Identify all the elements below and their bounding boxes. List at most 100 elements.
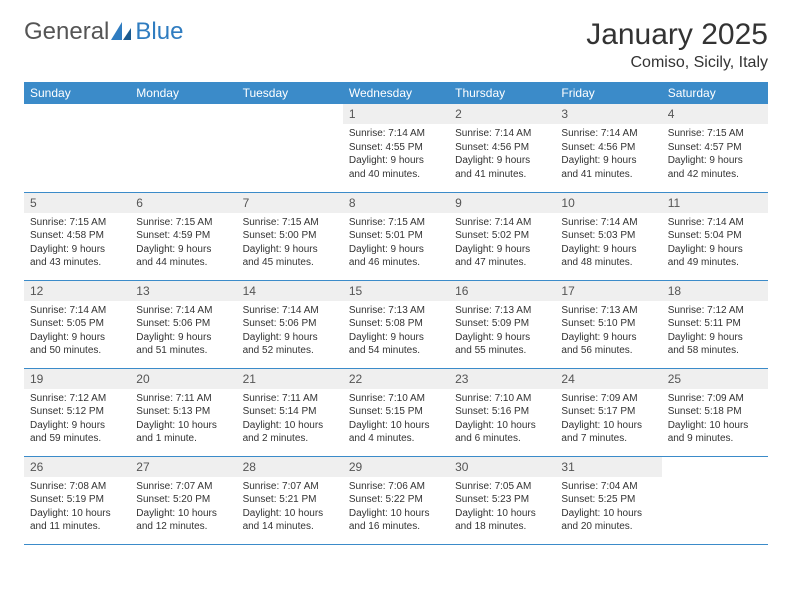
day-number: 2 (449, 104, 555, 124)
calendar-cell: 26Sunrise: 7:08 AMSunset: 5:19 PMDayligh… (24, 456, 130, 544)
logo-text-1: General (24, 18, 109, 46)
calendar-cell (237, 104, 343, 192)
calendar-cell: 3Sunrise: 7:14 AMSunset: 4:56 PMDaylight… (555, 104, 661, 192)
day-header: Monday (130, 82, 236, 104)
day-header: Wednesday (343, 82, 449, 104)
day-details: Sunrise: 7:14 AMSunset: 5:03 PMDaylight:… (555, 213, 661, 274)
calendar-row: 26Sunrise: 7:08 AMSunset: 5:19 PMDayligh… (24, 456, 768, 544)
day-number: 9 (449, 193, 555, 213)
calendar-cell: 10Sunrise: 7:14 AMSunset: 5:03 PMDayligh… (555, 192, 661, 280)
day-details: Sunrise: 7:14 AMSunset: 5:05 PMDaylight:… (24, 301, 130, 362)
day-header: Sunday (24, 82, 130, 104)
day-details: Sunrise: 7:14 AMSunset: 4:55 PMDaylight:… (343, 124, 449, 185)
day-details: Sunrise: 7:08 AMSunset: 5:19 PMDaylight:… (24, 477, 130, 538)
calendar-cell: 7Sunrise: 7:15 AMSunset: 5:00 PMDaylight… (237, 192, 343, 280)
calendar-table: SundayMondayTuesdayWednesdayThursdayFrid… (24, 82, 768, 545)
day-number: 11 (662, 193, 768, 213)
calendar-row: 12Sunrise: 7:14 AMSunset: 5:05 PMDayligh… (24, 280, 768, 368)
calendar-cell: 15Sunrise: 7:13 AMSunset: 5:08 PMDayligh… (343, 280, 449, 368)
day-number: 23 (449, 369, 555, 389)
calendar-cell: 14Sunrise: 7:14 AMSunset: 5:06 PMDayligh… (237, 280, 343, 368)
day-details: Sunrise: 7:15 AMSunset: 5:01 PMDaylight:… (343, 213, 449, 274)
day-details: Sunrise: 7:14 AMSunset: 5:04 PMDaylight:… (662, 213, 768, 274)
day-details: Sunrise: 7:10 AMSunset: 5:16 PMDaylight:… (449, 389, 555, 450)
calendar-cell: 2Sunrise: 7:14 AMSunset: 4:56 PMDaylight… (449, 104, 555, 192)
day-number: 28 (237, 457, 343, 477)
day-number: 26 (24, 457, 130, 477)
day-number: 4 (662, 104, 768, 124)
calendar-cell: 22Sunrise: 7:10 AMSunset: 5:15 PMDayligh… (343, 368, 449, 456)
calendar-cell: 17Sunrise: 7:13 AMSunset: 5:10 PMDayligh… (555, 280, 661, 368)
day-number: 16 (449, 281, 555, 301)
day-number: 6 (130, 193, 236, 213)
day-header: Tuesday (237, 82, 343, 104)
day-details: Sunrise: 7:07 AMSunset: 5:20 PMDaylight:… (130, 477, 236, 538)
day-number: 12 (24, 281, 130, 301)
day-number: 14 (237, 281, 343, 301)
calendar-cell: 5Sunrise: 7:15 AMSunset: 4:58 PMDaylight… (24, 192, 130, 280)
day-details: Sunrise: 7:11 AMSunset: 5:13 PMDaylight:… (130, 389, 236, 450)
location: Comiso, Sicily, Italy (586, 54, 768, 72)
day-details: Sunrise: 7:11 AMSunset: 5:14 PMDaylight:… (237, 389, 343, 450)
day-details: Sunrise: 7:09 AMSunset: 5:17 PMDaylight:… (555, 389, 661, 450)
calendar-cell: 25Sunrise: 7:09 AMSunset: 5:18 PMDayligh… (662, 368, 768, 456)
day-details: Sunrise: 7:15 AMSunset: 4:58 PMDaylight:… (24, 213, 130, 274)
calendar-cell (130, 104, 236, 192)
title-block: January 2025 Comiso, Sicily, Italy (586, 18, 768, 72)
day-details: Sunrise: 7:12 AMSunset: 5:12 PMDaylight:… (24, 389, 130, 450)
logo-sail-icon (111, 22, 133, 42)
day-details: Sunrise: 7:04 AMSunset: 5:25 PMDaylight:… (555, 477, 661, 538)
day-number: 10 (555, 193, 661, 213)
calendar-cell: 30Sunrise: 7:05 AMSunset: 5:23 PMDayligh… (449, 456, 555, 544)
day-details: Sunrise: 7:07 AMSunset: 5:21 PMDaylight:… (237, 477, 343, 538)
day-number: 15 (343, 281, 449, 301)
day-number: 7 (237, 193, 343, 213)
calendar-cell: 31Sunrise: 7:04 AMSunset: 5:25 PMDayligh… (555, 456, 661, 544)
calendar-cell (662, 456, 768, 544)
day-details: Sunrise: 7:14 AMSunset: 5:06 PMDaylight:… (237, 301, 343, 362)
day-header: Thursday (449, 82, 555, 104)
day-details: Sunrise: 7:14 AMSunset: 5:02 PMDaylight:… (449, 213, 555, 274)
calendar-cell: 20Sunrise: 7:11 AMSunset: 5:13 PMDayligh… (130, 368, 236, 456)
day-number: 20 (130, 369, 236, 389)
calendar-row: 5Sunrise: 7:15 AMSunset: 4:58 PMDaylight… (24, 192, 768, 280)
page-title: January 2025 (586, 18, 768, 52)
day-details: Sunrise: 7:14 AMSunset: 5:06 PMDaylight:… (130, 301, 236, 362)
calendar-cell: 18Sunrise: 7:12 AMSunset: 5:11 PMDayligh… (662, 280, 768, 368)
day-number: 1 (343, 104, 449, 124)
calendar-cell: 27Sunrise: 7:07 AMSunset: 5:20 PMDayligh… (130, 456, 236, 544)
day-details: Sunrise: 7:15 AMSunset: 4:57 PMDaylight:… (662, 124, 768, 185)
day-number: 30 (449, 457, 555, 477)
calendar-cell: 29Sunrise: 7:06 AMSunset: 5:22 PMDayligh… (343, 456, 449, 544)
day-details: Sunrise: 7:13 AMSunset: 5:08 PMDaylight:… (343, 301, 449, 362)
day-details: Sunrise: 7:14 AMSunset: 4:56 PMDaylight:… (449, 124, 555, 185)
day-header: Saturday (662, 82, 768, 104)
day-number: 13 (130, 281, 236, 301)
day-details: Sunrise: 7:05 AMSunset: 5:23 PMDaylight:… (449, 477, 555, 538)
calendar-cell: 6Sunrise: 7:15 AMSunset: 4:59 PMDaylight… (130, 192, 236, 280)
calendar-cell: 12Sunrise: 7:14 AMSunset: 5:05 PMDayligh… (24, 280, 130, 368)
calendar-cell: 28Sunrise: 7:07 AMSunset: 5:21 PMDayligh… (237, 456, 343, 544)
day-number: 5 (24, 193, 130, 213)
calendar-cell: 16Sunrise: 7:13 AMSunset: 5:09 PMDayligh… (449, 280, 555, 368)
day-details: Sunrise: 7:06 AMSunset: 5:22 PMDaylight:… (343, 477, 449, 538)
calendar-row: 19Sunrise: 7:12 AMSunset: 5:12 PMDayligh… (24, 368, 768, 456)
header: General Blue January 2025 Comiso, Sicily… (24, 18, 768, 72)
calendar-cell: 23Sunrise: 7:10 AMSunset: 5:16 PMDayligh… (449, 368, 555, 456)
day-details: Sunrise: 7:15 AMSunset: 4:59 PMDaylight:… (130, 213, 236, 274)
calendar-cell: 21Sunrise: 7:11 AMSunset: 5:14 PMDayligh… (237, 368, 343, 456)
day-details: Sunrise: 7:15 AMSunset: 5:00 PMDaylight:… (237, 213, 343, 274)
day-details: Sunrise: 7:13 AMSunset: 5:10 PMDaylight:… (555, 301, 661, 362)
day-number: 21 (237, 369, 343, 389)
calendar-cell: 4Sunrise: 7:15 AMSunset: 4:57 PMDaylight… (662, 104, 768, 192)
day-number: 29 (343, 457, 449, 477)
calendar-row: 1Sunrise: 7:14 AMSunset: 4:55 PMDaylight… (24, 104, 768, 192)
calendar-cell: 13Sunrise: 7:14 AMSunset: 5:06 PMDayligh… (130, 280, 236, 368)
calendar-cell: 8Sunrise: 7:15 AMSunset: 5:01 PMDaylight… (343, 192, 449, 280)
day-header-row: SundayMondayTuesdayWednesdayThursdayFrid… (24, 82, 768, 104)
calendar-cell: 9Sunrise: 7:14 AMSunset: 5:02 PMDaylight… (449, 192, 555, 280)
day-number: 17 (555, 281, 661, 301)
day-number: 24 (555, 369, 661, 389)
day-details: Sunrise: 7:14 AMSunset: 4:56 PMDaylight:… (555, 124, 661, 185)
day-details: Sunrise: 7:12 AMSunset: 5:11 PMDaylight:… (662, 301, 768, 362)
